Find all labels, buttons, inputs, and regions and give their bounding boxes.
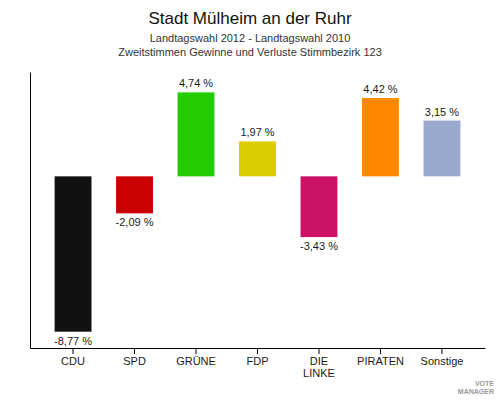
x-tick-label: PIRATEN	[357, 355, 404, 367]
chart: Stadt Mülheim an der Ruhr Landtagswahl 20…	[0, 0, 500, 400]
x-tick-label: CDU	[61, 355, 85, 367]
x-tick: FDP	[247, 348, 269, 367]
x-tick-mark	[257, 348, 258, 354]
annotation: VOTEMANAGER	[458, 380, 494, 395]
subtitle: Zweitstimmen Gewinne und Verluste Stimmb…	[118, 46, 382, 58]
x-tick-mark	[134, 348, 135, 354]
bars	[55, 92, 461, 331]
x-tick: DIELINKE	[303, 348, 335, 379]
x-tick-mark	[441, 348, 442, 354]
x-tick: SPD	[123, 348, 146, 367]
bar	[239, 141, 276, 176]
data-label: 4,74 %	[179, 77, 213, 89]
data-label: 3,15 %	[425, 106, 459, 118]
x-tick: PIRATEN	[357, 348, 404, 367]
data-label: 1,97 %	[240, 126, 274, 138]
x-tick-label: GRÜNE	[176, 355, 216, 367]
bar	[301, 176, 338, 237]
x-tick: Sonstige	[421, 348, 464, 367]
plot: -8,77 % -2,09 % 4,74 % 1,97 % -3,43 % 4,42 % 3…	[31, 73, 486, 380]
x-tick-mark	[380, 348, 381, 354]
y-axis	[30, 73, 31, 349]
x-tick-label: SPD	[123, 355, 146, 367]
bar	[116, 176, 153, 213]
x-tick-label: DIELINKE	[303, 355, 335, 380]
x-tick-mark	[318, 348, 319, 354]
data-label: -8,77 %	[54, 335, 92, 347]
x-tick-label: FDP	[247, 355, 269, 367]
data-label: 4,42 %	[363, 83, 397, 95]
data-label: -2,09 %	[116, 216, 154, 228]
bar	[362, 98, 399, 176]
y-axis-line	[30, 73, 31, 349]
subtitle: Landtagswahl 2012 - Landtagswahl 2010	[150, 32, 351, 44]
x-tick-mark	[196, 348, 197, 354]
bar	[55, 176, 92, 331]
x-tick: GRÜNE	[176, 348, 216, 367]
bar	[178, 92, 215, 176]
bar	[424, 121, 461, 177]
x-tick: CDU	[61, 348, 85, 367]
x-tick-label: Sonstige	[421, 355, 464, 367]
title: Stadt Mülheim an der Ruhr	[148, 9, 351, 28]
x-tick-mark	[73, 348, 74, 354]
x-axis: CDU SPD GRÜNE FDP DIELINKE PIRATEN Sonstige	[31, 348, 486, 379]
data-labels: -8,77 % -2,09 % 4,74 % 1,97 % -3,43 % 4,42 % 3…	[54, 77, 459, 346]
data-label: -3,43 %	[300, 240, 338, 252]
